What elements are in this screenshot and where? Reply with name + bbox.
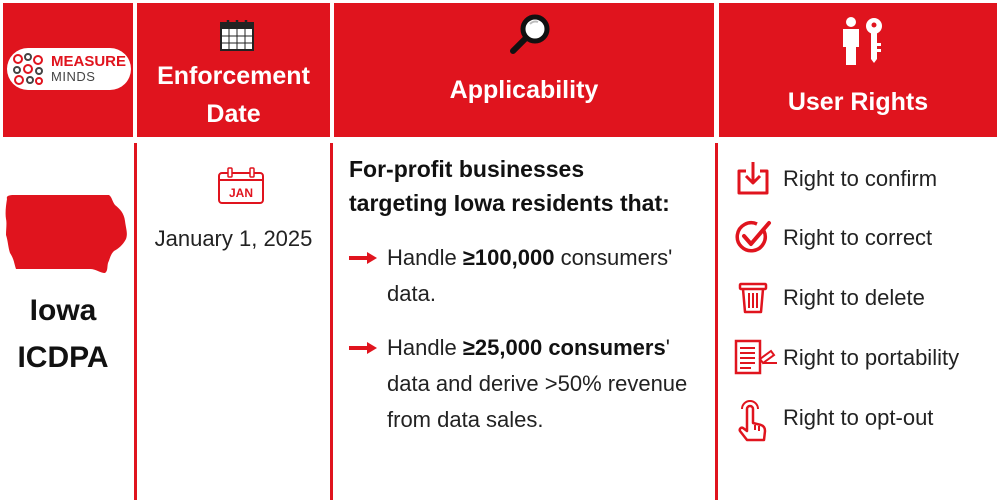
- column-divider: [134, 143, 137, 500]
- header-cell-user-rights: User Rights: [719, 3, 997, 137]
- jan-calendar-icon: JAN: [218, 167, 264, 204]
- header-enforcement-line1: Enforcement: [157, 62, 310, 90]
- enforcement-date: January 1, 2025: [154, 226, 313, 251]
- bullet-line: Handle ≥25,000 consumers': [387, 335, 670, 360]
- bullet-line: data.: [387, 281, 436, 306]
- table-header-row: MEASURE MINDS Enforcement Date: [0, 0, 1000, 140]
- check-circle-icon: [735, 221, 771, 253]
- person-key-icon: [843, 17, 882, 65]
- logo-text-measure: MEASURE: [51, 53, 127, 70]
- applicability-heading-line1: For-profit businesses: [349, 156, 585, 182]
- header-cell-brand: MEASURE MINDS: [3, 3, 133, 137]
- download-icon: [737, 162, 769, 195]
- right-label: Right to portability: [783, 345, 960, 370]
- iowa-map-icon: [5, 195, 127, 273]
- right-label: Right to delete: [783, 285, 925, 310]
- header-user-rights-title: User Rights: [787, 88, 929, 116]
- bullet-line: data and derive >50% revenue: [387, 371, 688, 396]
- measure-minds-logo: MEASURE MINDS: [7, 48, 131, 90]
- applicability-heading-line2: targeting Iowa residents that:: [349, 190, 670, 216]
- header-cell-applicability: Applicability: [334, 3, 714, 137]
- trash-icon: [738, 282, 768, 314]
- bullet-line: Handle ≥100,000 consumers': [387, 245, 673, 270]
- applicability-bullet: Handle ≥25,000 consumers' data and deriv…: [387, 330, 717, 438]
- right-label: Right to correct: [783, 225, 933, 250]
- calendar-icon: [220, 20, 254, 51]
- header-applicability-title: Applicability: [449, 76, 599, 104]
- magnifier-icon: [510, 14, 550, 54]
- right-label: Right to confirm: [783, 166, 938, 191]
- law-acronym: ICDPA: [17, 341, 109, 374]
- header-enforcement-line2: Date: [206, 100, 261, 128]
- applicability-heading: For-profit businesses targeting Iowa res…: [349, 152, 670, 220]
- calendar-month-label: JAN: [229, 186, 253, 200]
- right-label: Right to opt-out: [783, 405, 934, 430]
- logo-mark-icon: [13, 53, 43, 85]
- column-divider: [715, 143, 718, 500]
- bullet-threshold: ≥100,000: [462, 245, 555, 270]
- arrow-right-icon: [349, 252, 377, 264]
- bullet-line: from data sales.: [387, 407, 544, 432]
- state-name: Iowa: [29, 294, 97, 327]
- logo-text-minds: MINDS: [51, 69, 96, 84]
- header-cell-enforcement: Enforcement Date: [137, 3, 330, 137]
- document-transfer-icon: [734, 339, 777, 375]
- arrow-right-icon: [349, 342, 377, 354]
- applicability-bullet: Handle ≥100,000 consumers' data.: [387, 240, 717, 312]
- column-divider: [330, 143, 333, 500]
- tap-hand-icon: [738, 400, 767, 442]
- bullet-threshold: ≥25,000 consumers: [462, 335, 666, 360]
